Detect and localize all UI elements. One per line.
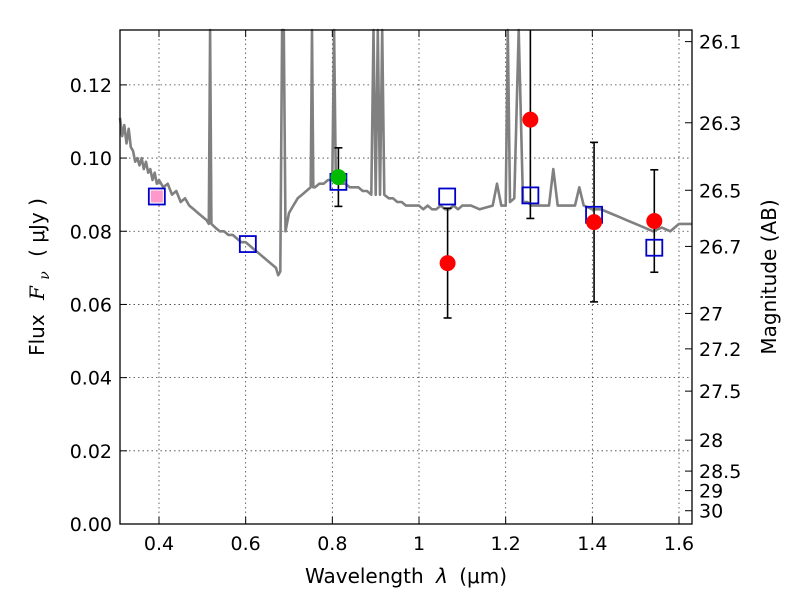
plot-frame <box>119 29 693 525</box>
observed-photometry-point <box>586 214 603 231</box>
y-tick-label: 0.06 <box>70 294 112 316</box>
model-photometry-square <box>438 187 457 206</box>
magnitude-axis-label: Magnitude (AB) <box>757 199 781 354</box>
x-tick-label: 0.4 <box>144 533 174 555</box>
observed-photometry-point <box>439 255 456 272</box>
observed-photometry-layer <box>330 111 663 272</box>
x-tick-label: 1 <box>413 533 425 555</box>
model-photometry-square <box>238 235 257 253</box>
magnitude-tick-label: 27 <box>699 303 723 325</box>
model-photometry-square <box>521 186 540 205</box>
y-tick-label: 0.04 <box>70 368 112 390</box>
magnitude-tick-label: 27.2 <box>699 339 741 361</box>
y-tick-label: 0.10 <box>70 148 112 170</box>
x-tick-label: 0.8 <box>317 533 347 555</box>
x-axis-label: Wavelength λ (μm) <box>305 564 507 588</box>
y-tick-label: 0.00 <box>70 514 112 536</box>
observed-photometry-point <box>330 169 347 186</box>
magnitude-tick-label: 26.7 <box>699 236 741 258</box>
magnitude-tick-label: 28.5 <box>699 461 741 483</box>
magnitude-tick-label: 29 <box>699 481 723 503</box>
y-tick-label: 0.02 <box>70 441 112 463</box>
magnitude-tick-label: 26.3 <box>699 113 741 135</box>
y-axis-ticks: 0.00 0.02 0.04 0.06 0.08 0.10 0.12 <box>70 75 127 536</box>
y-tick-label: 0.12 <box>70 75 112 97</box>
observed-photometry-point <box>646 213 663 230</box>
model-photometry-square <box>645 238 664 257</box>
x-tick-label: 1.4 <box>577 533 607 555</box>
y-tick-label: 0.08 <box>70 221 112 243</box>
x-tick-label: 1.2 <box>491 533 521 555</box>
magnitude-tick-label: 30 <box>699 501 723 523</box>
magnitude-tick-label: 26.1 <box>699 32 741 54</box>
spectrum-layer <box>118 28 692 277</box>
magnitude-tick-label: 27.5 <box>699 381 741 403</box>
magnitude-tick-label: 26.5 <box>699 180 741 202</box>
model-spectrum-line <box>118 28 692 277</box>
model-photometry-square <box>147 187 166 206</box>
upper-limit-marker <box>150 190 163 203</box>
observed-photometry-point <box>522 111 539 128</box>
model-photometry-layer <box>147 172 664 257</box>
grid-layer <box>120 30 692 525</box>
x-tick-label: 0.6 <box>231 533 261 555</box>
magnitude-tick-label: 28 <box>699 430 723 452</box>
x-tick-label: 1.6 <box>664 533 694 555</box>
y-axis-label: Flux F ν ( μJy ) <box>25 198 54 356</box>
x-axis-ticks: 0.4 0.6 0.8 1 1.2 1.4 1.6 <box>144 30 694 555</box>
